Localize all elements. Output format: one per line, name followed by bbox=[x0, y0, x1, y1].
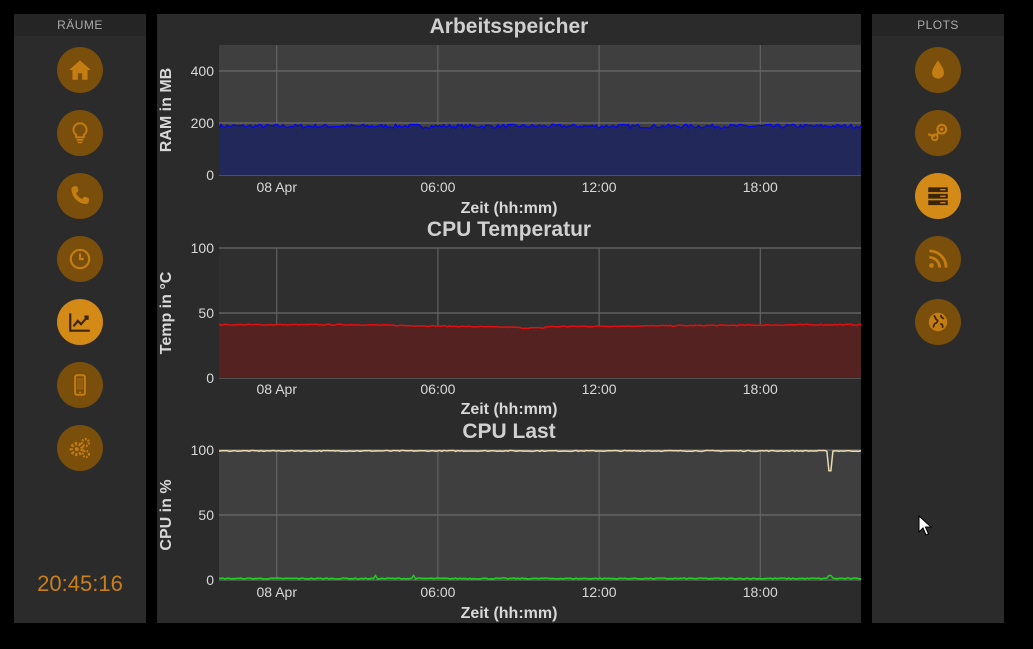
x-tick-label: 12:00 bbox=[582, 381, 617, 397]
y-tick-label: 50 bbox=[198, 305, 214, 321]
clock-icon bbox=[69, 248, 91, 270]
water-drop-icon bbox=[932, 60, 944, 79]
y-tick-label: 100 bbox=[191, 442, 215, 458]
y-tick-label: 0 bbox=[206, 167, 214, 183]
rooms-sidebar: RÄUME bbox=[14, 14, 146, 623]
steam-icon bbox=[927, 123, 948, 142]
plots-sidebar-header: PLOTS bbox=[872, 14, 1004, 36]
x-tick-label: 18:00 bbox=[743, 584, 778, 600]
x-tick-label: 18:00 bbox=[743, 381, 778, 397]
chart-title: CPU Temperatur bbox=[427, 218, 591, 241]
x-tick-label: 06:00 bbox=[420, 584, 455, 600]
rss-icon bbox=[929, 249, 948, 268]
y-tick-label: 0 bbox=[206, 370, 214, 386]
y-tick-label: 50 bbox=[198, 507, 214, 523]
rooms-clock-button[interactable] bbox=[57, 236, 103, 282]
y-tick-label: 400 bbox=[191, 63, 215, 79]
rooms-home-button[interactable] bbox=[57, 47, 103, 93]
x-tick-label: 06:00 bbox=[420, 381, 455, 397]
plots-steam-button[interactable] bbox=[915, 110, 961, 156]
chart-2: CPU Last 0 50 100 08 Apr 06:00 12:00 18:00 Zeit … bbox=[158, 420, 861, 622]
rooms-charts-button[interactable] bbox=[57, 299, 103, 345]
temp-area bbox=[219, 324, 861, 378]
cpu-load-line bbox=[218, 449, 861, 472]
x-tick-label: 18:00 bbox=[743, 179, 778, 195]
x-axis-label: Zeit (hh:mm) bbox=[461, 605, 558, 622]
y-tick-label: 200 bbox=[191, 115, 215, 131]
x-tick-label: 08 Apr bbox=[257, 381, 298, 397]
plots-sidebar: PLOTS bbox=[872, 14, 1004, 623]
y-axis-label: Temp in °C bbox=[158, 271, 175, 354]
rooms-light-button[interactable] bbox=[57, 110, 103, 156]
plots-globe-button[interactable] bbox=[915, 299, 961, 345]
rooms-settings-button[interactable] bbox=[57, 425, 103, 471]
ram-area bbox=[219, 124, 861, 175]
y-tick-label: 0 bbox=[206, 572, 214, 588]
temp-line bbox=[218, 323, 861, 330]
globe-icon bbox=[928, 312, 948, 332]
ram-line bbox=[218, 122, 861, 130]
chart-title: Arbeitsspeicher bbox=[430, 15, 589, 38]
x-tick-label: 06:00 bbox=[420, 179, 455, 195]
x-tick-label: 12:00 bbox=[582, 179, 617, 195]
chart-trend-icon bbox=[69, 313, 90, 332]
rooms-phone-button[interactable] bbox=[57, 173, 103, 219]
y-axis-label: RAM in MB bbox=[158, 68, 175, 152]
x-axis-label: Zeit (hh:mm) bbox=[461, 401, 558, 418]
lightbulb-icon bbox=[72, 122, 88, 144]
plots-server-button[interactable] bbox=[915, 173, 961, 219]
charts-panel: Arbeitsspeicher 0 200 400 08 Apr 06:00 12:00 18… bbox=[157, 14, 861, 623]
mouse-cursor-icon bbox=[918, 515, 932, 536]
charts-svg: Arbeitsspeicher 0 200 400 08 Apr 06:00 12:00 18… bbox=[158, 15, 861, 622]
chart-1: CPU Temperatur 0 50 100 08 Apr 06:00 12:00 18:0… bbox=[158, 218, 861, 418]
server-icon bbox=[928, 187, 948, 206]
rooms-sidebar-header: RÄUME bbox=[14, 14, 146, 36]
cpu-system-line bbox=[218, 574, 861, 580]
home-icon bbox=[69, 60, 91, 80]
y-axis-label: CPU in % bbox=[158, 479, 175, 550]
x-tick-label: 08 Apr bbox=[257, 584, 298, 600]
chart-0: Arbeitsspeicher 0 200 400 08 Apr 06:00 12:00 18… bbox=[158, 15, 861, 217]
x-tick-label: 12:00 bbox=[582, 584, 617, 600]
mobile-icon bbox=[74, 374, 86, 396]
chart-title: CPU Last bbox=[462, 420, 555, 443]
phone-icon bbox=[71, 186, 89, 205]
plots-rss-button[interactable] bbox=[915, 236, 961, 282]
clock-time: 20:45:16 bbox=[37, 571, 123, 596]
gears-icon bbox=[69, 437, 91, 459]
x-tick-label: 08 Apr bbox=[257, 179, 298, 195]
plots-water-button[interactable] bbox=[915, 47, 961, 93]
y-tick-label: 100 bbox=[191, 240, 215, 256]
x-axis-label: Zeit (hh:mm) bbox=[461, 200, 558, 217]
rooms-mobile-button[interactable] bbox=[57, 362, 103, 408]
